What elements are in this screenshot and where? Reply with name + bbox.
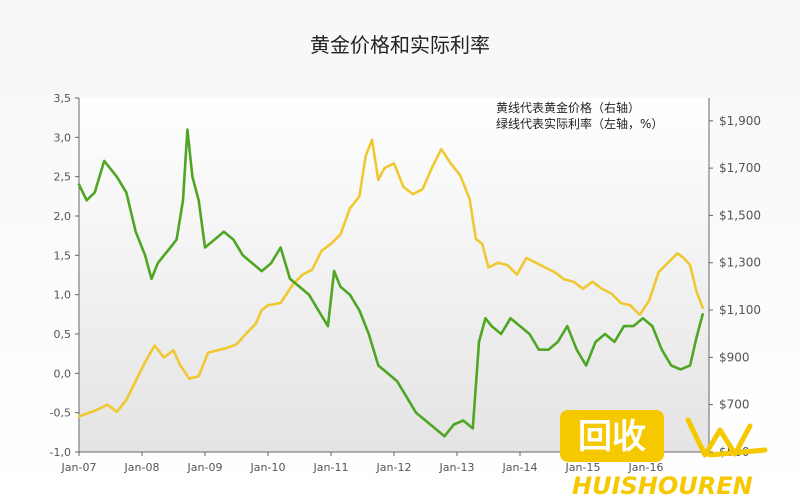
right-tick-label: $1,700 [719, 161, 761, 175]
watermark-badge: 回收 [560, 410, 664, 462]
right-tick-label: $1,100 [719, 303, 761, 317]
left-tick-label: -0,5 [50, 407, 71, 420]
right-tick-label: $1,500 [719, 208, 761, 222]
watermark-en-text: HUISHOUREN [572, 472, 753, 500]
chart-title: 黄金价格和实际利率 [310, 33, 490, 57]
left-tick-label: 0,0 [54, 367, 72, 380]
series-line-real_rate [77, 128, 705, 438]
left-tick-label: 1,5 [54, 249, 72, 262]
left-tick-label: 2,5 [54, 171, 72, 184]
right-tick-label: $900 [719, 350, 750, 364]
legend-line-gold: 黄线代表黄金价格（右轴） [496, 101, 641, 115]
watermark-cn-text: 回收 [578, 417, 646, 457]
watermark-people-mark [685, 417, 768, 458]
x-tick-label: Jan-11 [313, 461, 349, 474]
right-tick-label: $1,300 [719, 256, 761, 270]
left-tick-label: 3,0 [54, 131, 72, 144]
x-tick-label: Jan-10 [250, 461, 286, 474]
x-tick-label: Jan-08 [124, 461, 160, 474]
x-tick-label: Jan-12 [376, 461, 412, 474]
plot-area [79, 98, 709, 452]
left-tick-label: 3,5 [54, 92, 72, 105]
watermark-logo: 回收 HUISHOUREN [560, 410, 768, 500]
legend: 黄线代表黄金价格（右轴） 绿线代表实际利率（左轴，%） [496, 100, 663, 132]
x-tick-label: Jan-09 [187, 461, 223, 474]
left-tick-label: 1,0 [54, 289, 72, 302]
left-tick-label: -1,0 [50, 446, 71, 459]
series-line-gold [77, 138, 705, 418]
right-tick-label: $1,900 [719, 114, 761, 128]
x-tick-label: Jan-14 [502, 461, 538, 474]
x-tick-label: Jan-13 [439, 461, 475, 474]
x-tick-label: Jan-16 [628, 461, 664, 474]
x-tick-label: Jan-07 [61, 461, 97, 474]
left-tick-label: 0,5 [54, 328, 72, 341]
right-tick-label: $700 [719, 398, 750, 412]
x-tick-label: Jan-15 [565, 461, 601, 474]
left-tick-label: 2,0 [54, 210, 72, 223]
legend-line-real-rate: 绿线代表实际利率（左轴，%） [496, 117, 664, 131]
